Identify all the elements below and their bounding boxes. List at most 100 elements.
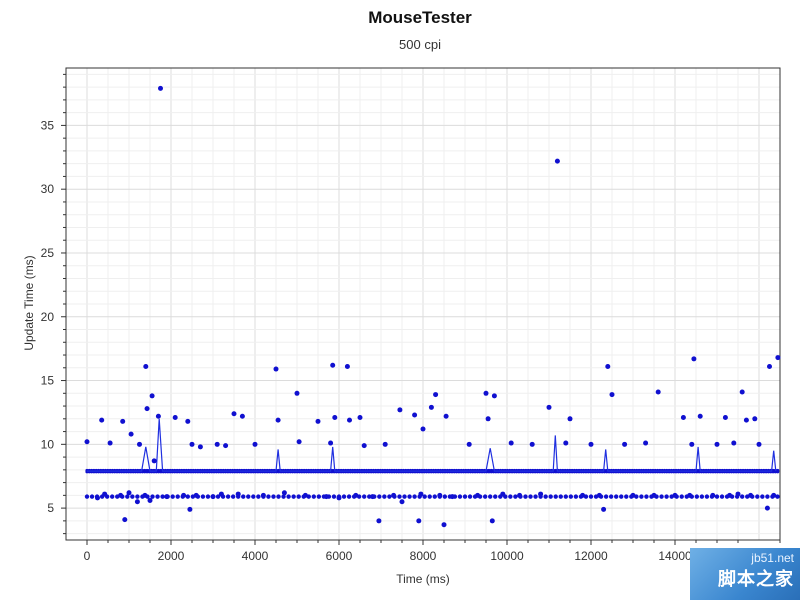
- band-point: [286, 494, 291, 499]
- band-point: [659, 494, 664, 499]
- data-point: [756, 441, 762, 447]
- data-point: [189, 441, 195, 447]
- band-point: [331, 494, 337, 499]
- data-point: [397, 407, 403, 413]
- x-tick-label: 0: [84, 549, 91, 563]
- band-point: [603, 494, 609, 499]
- band-point: [457, 494, 463, 499]
- band-point: [548, 494, 553, 499]
- band-point: [316, 494, 322, 499]
- data-point: [239, 413, 245, 419]
- data-point: [529, 441, 535, 447]
- data-point: [622, 441, 628, 447]
- watermark-url: jb51.net: [751, 551, 794, 565]
- data-point: [399, 499, 405, 505]
- x-tick-label: 2000: [158, 549, 185, 563]
- data-point: [275, 417, 281, 423]
- band-point: [281, 494, 286, 499]
- band-point: [679, 494, 684, 499]
- y-tick-label: 25: [41, 246, 55, 260]
- band-point: [84, 494, 90, 499]
- y-tick-label: 30: [41, 182, 55, 196]
- axis-ticks: 0 2000 4000 6000 8000 10000 12000 14000 5 10 15 20 2…: [41, 73, 781, 563]
- band-point: [150, 494, 155, 499]
- band-point: [266, 494, 271, 499]
- data-point: [428, 404, 434, 410]
- band-point: [776, 468, 780, 473]
- data-point: [418, 491, 424, 497]
- data-point: [214, 441, 220, 447]
- band-point: [407, 494, 412, 499]
- band-point: [714, 494, 720, 499]
- data-point: [500, 491, 506, 497]
- data-point: [330, 362, 336, 368]
- data-point: [680, 415, 686, 421]
- data-point: [449, 494, 455, 500]
- band-point: [432, 494, 437, 499]
- data-point: [743, 417, 749, 423]
- site-watermark: jb51.net 脚本之家: [690, 548, 800, 600]
- data-point: [323, 494, 329, 500]
- band-point: [159, 468, 163, 473]
- data-point: [491, 393, 497, 399]
- band-point: [185, 494, 190, 499]
- band-point: [276, 494, 281, 499]
- y-axis-label: Update Time (ms): [22, 255, 36, 350]
- band-point: [760, 494, 765, 499]
- data-point: [357, 415, 363, 421]
- data-point: [643, 440, 649, 446]
- data-point: [134, 499, 140, 505]
- band-point: [775, 494, 780, 499]
- band-point: [624, 494, 629, 499]
- data-point: [223, 443, 229, 449]
- update-time-line: [87, 418, 777, 472]
- band-point: [200, 494, 206, 499]
- data-point: [588, 441, 594, 447]
- data-point: [489, 518, 495, 524]
- band-point: [664, 494, 669, 499]
- data-point: [328, 440, 334, 446]
- band-point: [558, 494, 563, 499]
- band-point: [215, 494, 221, 499]
- band-point: [89, 494, 95, 499]
- band-point: [427, 494, 432, 499]
- data-point: [538, 491, 544, 497]
- data-point: [767, 364, 772, 370]
- data-point: [775, 355, 781, 361]
- data-point: [107, 440, 113, 446]
- data-point: [714, 441, 720, 447]
- band-point: [639, 494, 644, 499]
- data-point: [294, 390, 300, 396]
- band-point: [157, 468, 161, 473]
- data-point: [102, 491, 108, 497]
- band-point: [422, 494, 427, 499]
- band-point: [694, 494, 700, 499]
- band-point: [442, 494, 448, 499]
- data-point: [181, 492, 187, 498]
- data-point: [235, 491, 241, 497]
- data-point: [601, 506, 607, 512]
- data-point: [137, 441, 142, 447]
- band-point: [704, 494, 710, 499]
- data-point: [197, 444, 203, 450]
- data-point: [193, 492, 199, 498]
- data-point: [655, 389, 661, 395]
- data-point: [605, 364, 611, 370]
- data-point: [122, 517, 128, 523]
- data-point: [149, 393, 155, 399]
- band-point: [291, 494, 296, 499]
- data-point: [580, 492, 586, 498]
- data-point: [118, 492, 124, 498]
- data-point: [185, 418, 191, 424]
- band-point: [225, 494, 231, 499]
- data-point: [332, 415, 338, 421]
- data-point: [99, 417, 105, 423]
- data-point: [336, 495, 342, 501]
- band-point: [377, 494, 382, 499]
- band-point: [311, 494, 316, 499]
- data-point: [508, 440, 514, 446]
- data-point: [144, 406, 150, 412]
- data-point: [260, 492, 266, 498]
- band-point: [145, 468, 149, 473]
- band-point: [402, 494, 407, 499]
